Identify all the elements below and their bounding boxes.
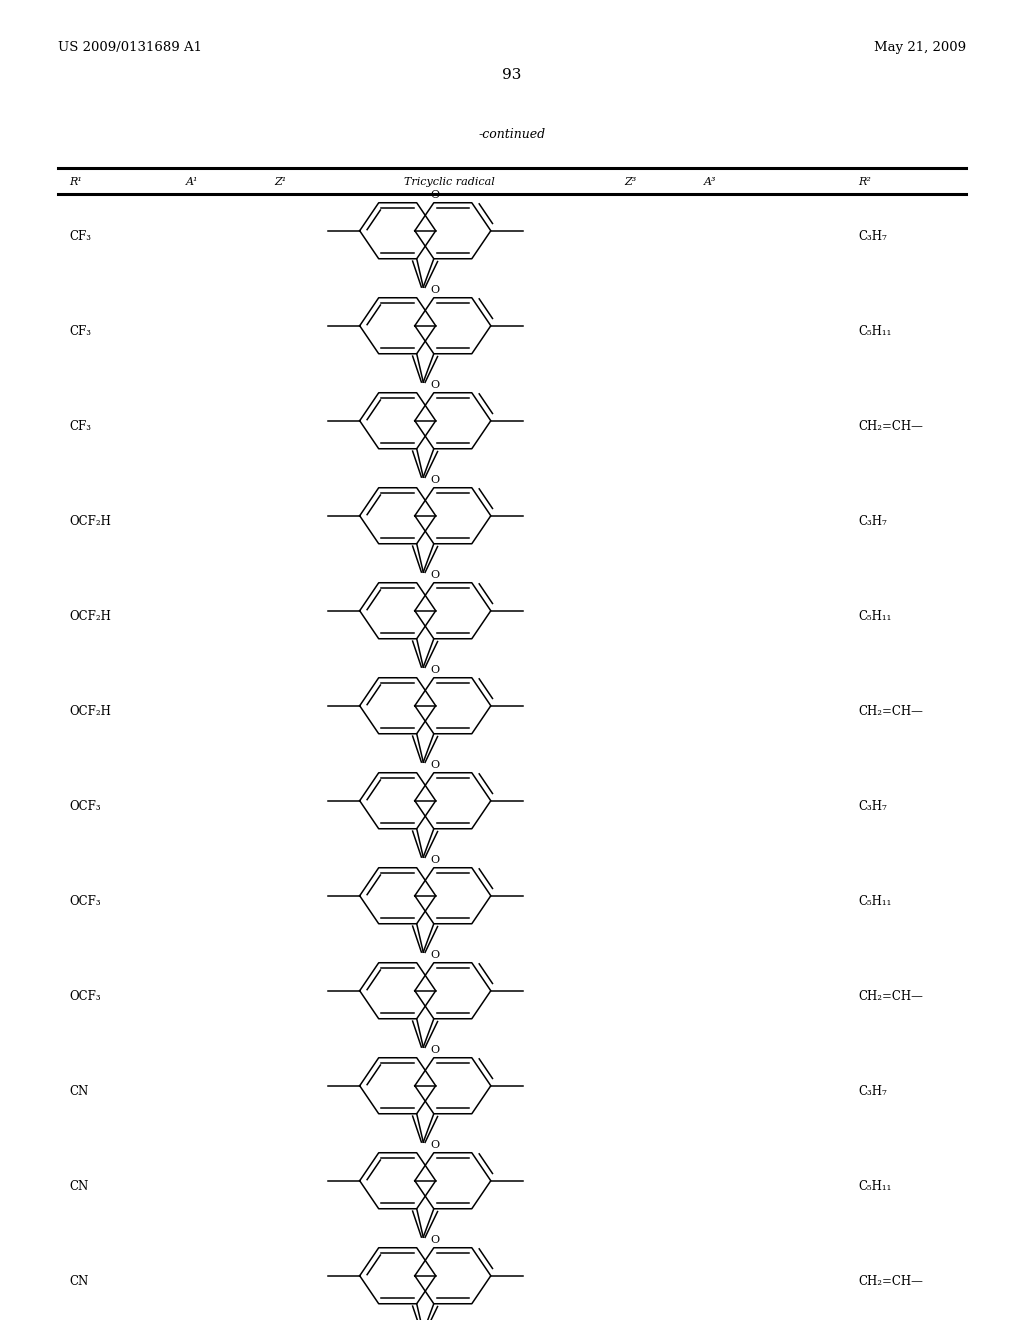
Text: C₅H₁₁: C₅H₁₁ — [858, 895, 891, 908]
Text: R²: R² — [858, 177, 870, 187]
Text: Z¹: Z¹ — [274, 177, 287, 187]
Text: CF₃: CF₃ — [69, 230, 91, 243]
Text: -continued: -continued — [478, 128, 546, 141]
Text: CN: CN — [69, 1085, 88, 1098]
Text: OCF₂H: OCF₂H — [69, 610, 111, 623]
Text: O: O — [430, 380, 439, 389]
Text: O: O — [430, 285, 439, 294]
Text: O: O — [430, 475, 439, 484]
Text: C₃H₇: C₃H₇ — [858, 1085, 887, 1098]
Text: C₅H₁₁: C₅H₁₁ — [858, 1180, 891, 1193]
Text: CH₂=CH—: CH₂=CH— — [858, 990, 923, 1003]
Text: CN: CN — [69, 1275, 88, 1288]
Text: CF₃: CF₃ — [69, 420, 91, 433]
Text: CH₂=CH—: CH₂=CH— — [858, 1275, 923, 1288]
Text: CN: CN — [69, 1180, 88, 1193]
Text: 93: 93 — [503, 69, 521, 82]
Text: O: O — [430, 760, 439, 770]
Text: OCF₂H: OCF₂H — [69, 515, 111, 528]
Text: O: O — [430, 570, 439, 579]
Text: A¹: A¹ — [186, 177, 199, 187]
Text: R¹: R¹ — [69, 177, 82, 187]
Text: OCF₃: OCF₃ — [69, 990, 100, 1003]
Text: C₅H₁₁: C₅H₁₁ — [858, 325, 891, 338]
Text: Tricyclic radical: Tricyclic radical — [403, 177, 495, 187]
Text: O: O — [430, 1044, 439, 1055]
Text: A³: A³ — [705, 177, 717, 187]
Text: OCF₂H: OCF₂H — [69, 705, 111, 718]
Text: CF₃: CF₃ — [69, 325, 91, 338]
Text: O: O — [430, 1139, 439, 1150]
Text: CH₂=CH—: CH₂=CH— — [858, 705, 923, 718]
Text: O: O — [430, 1234, 439, 1245]
Text: OCF₃: OCF₃ — [69, 800, 100, 813]
Text: O: O — [430, 190, 439, 199]
Text: C₅H₁₁: C₅H₁₁ — [858, 610, 891, 623]
Text: OCF₃: OCF₃ — [69, 895, 100, 908]
Text: C₃H₇: C₃H₇ — [858, 515, 887, 528]
Text: O: O — [430, 855, 439, 865]
Text: C₃H₇: C₃H₇ — [858, 230, 887, 243]
Text: CH₂=CH—: CH₂=CH— — [858, 420, 923, 433]
Text: C₃H₇: C₃H₇ — [858, 800, 887, 813]
Text: O: O — [430, 950, 439, 960]
Text: Z³: Z³ — [624, 177, 636, 187]
Text: US 2009/0131689 A1: US 2009/0131689 A1 — [58, 41, 202, 54]
Text: May 21, 2009: May 21, 2009 — [873, 41, 966, 54]
Text: O: O — [430, 665, 439, 675]
